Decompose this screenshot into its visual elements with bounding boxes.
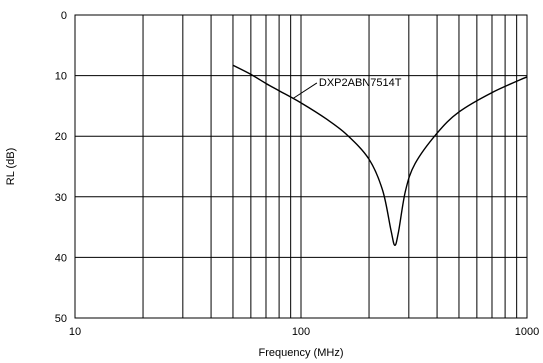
x-tick-label: 100 <box>292 326 310 338</box>
y-axis-label: RL (dB) <box>5 148 17 186</box>
grid <box>75 15 527 318</box>
x-tick-labels: 10 100 1000 <box>69 326 539 338</box>
x-axis-label: Frequency (MHz) <box>259 347 344 359</box>
y-tick-label: 20 <box>55 131 67 143</box>
y-tick-label: 50 <box>55 313 67 325</box>
plot-frame <box>74 14 528 319</box>
series-line <box>232 64 528 246</box>
series-annotation-label: DXP2ABN7514T <box>319 77 402 89</box>
y-tick-label: 30 <box>55 192 67 204</box>
x-tick-label: 10 <box>69 326 81 338</box>
y-tick-label: 10 <box>55 71 67 83</box>
y-tick-label: 40 <box>55 252 67 264</box>
y-tick-labels: 0 10 20 30 40 50 <box>55 10 67 325</box>
annotation-leader-line <box>292 82 318 100</box>
x-tick-label: 1000 <box>515 326 539 338</box>
annotations-layer: DXP2ABN7514T <box>292 77 402 100</box>
y-tick-label: 0 <box>61 10 67 22</box>
series-layer <box>232 64 528 246</box>
